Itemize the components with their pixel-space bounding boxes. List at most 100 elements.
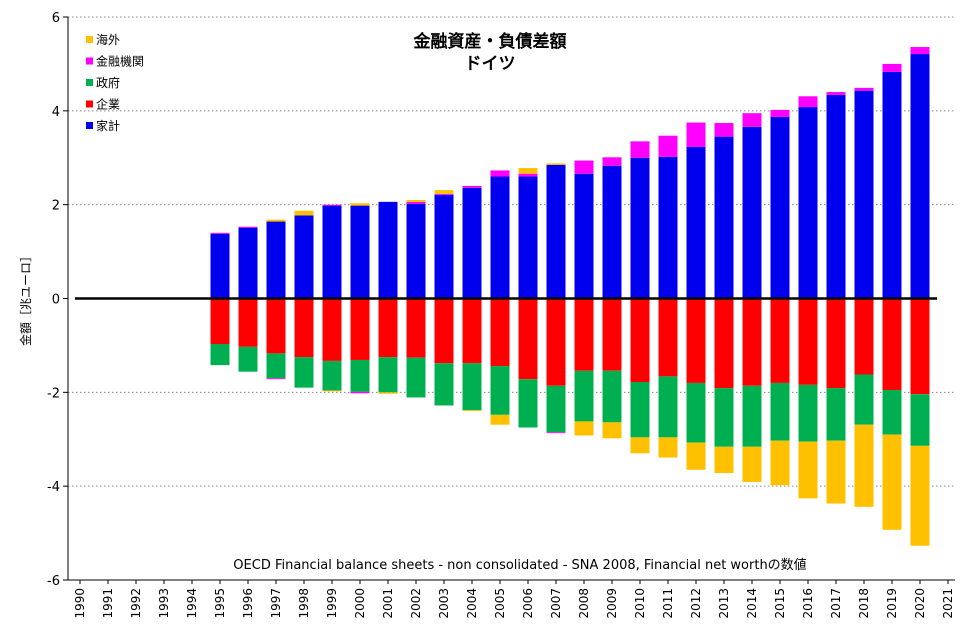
- bar-海外-2005: [490, 414, 510, 425]
- bar-政府-2009: [602, 370, 622, 423]
- bar-金融機関-2015: [770, 109, 790, 117]
- bar-政府-2011: [658, 376, 678, 438]
- bar-政府-2010: [630, 382, 650, 438]
- bar-金融機関-2016: [798, 96, 818, 108]
- x-tick-label: 2015: [773, 588, 787, 619]
- bar-海外-2002: [406, 199, 426, 202]
- bar-政府-1998: [294, 357, 314, 388]
- x-tick-label: 2013: [717, 588, 731, 619]
- bar-企業-2005: [490, 298, 510, 367]
- bar-金融機関-2018: [854, 87, 874, 91]
- bar-企業-2018: [854, 298, 874, 375]
- bar-政府-2005: [490, 366, 510, 415]
- bar-企業-1997: [266, 298, 286, 354]
- bar-企業-1998: [294, 298, 314, 358]
- bar-政府-2006: [518, 379, 538, 428]
- bar-政府-2014: [742, 385, 762, 447]
- bar-家計-2004: [462, 187, 482, 299]
- bar-家計-2010: [630, 157, 650, 299]
- bar-企業-2017: [826, 298, 846, 389]
- bar-海外-2001: [378, 392, 398, 394]
- bar-家計-2014: [742, 126, 762, 299]
- bar-金融機関-2006: [518, 173, 538, 177]
- bar-家計-1998: [294, 215, 314, 299]
- bar-政府-2013: [714, 388, 734, 447]
- x-tick-label: 1997: [269, 588, 283, 619]
- legend-label: 金融機関: [96, 54, 144, 69]
- x-tick-label: 2010: [633, 588, 647, 619]
- x-tick-label: 1993: [157, 588, 171, 619]
- bar-政府-1997: [266, 353, 286, 379]
- bar-家計-2019: [882, 71, 902, 299]
- bar-金融機関-1997: [266, 378, 286, 380]
- gridlines: [68, 16, 955, 487]
- legend-swatch: [86, 57, 93, 65]
- y-tick-label: -6: [47, 574, 60, 589]
- legend-swatch: [86, 36, 93, 43]
- bar-企業-2000: [350, 298, 370, 360]
- bar-政府-2004: [462, 363, 482, 411]
- bar-家計-1999: [322, 205, 342, 299]
- bar-金融機関-2008: [574, 160, 594, 174]
- bar-家計-2006: [518, 176, 538, 299]
- bar-政府-2000: [350, 359, 370, 392]
- bar-政府-2012: [686, 382, 706, 443]
- bar-金融機関-2003: [434, 193, 454, 195]
- bar-家計-2020: [910, 54, 930, 299]
- bar-家計-2009: [602, 165, 622, 299]
- bar-政府-2018: [854, 374, 874, 425]
- x-tick-label: 1991: [101, 588, 115, 619]
- bar-金融機関-2019: [882, 63, 902, 72]
- bar-金融機関-2009: [602, 157, 622, 166]
- bar-企業-1999: [322, 298, 342, 361]
- bar-金融機関-1995: [210, 232, 230, 234]
- x-tick-label: 2012: [689, 588, 703, 619]
- bar-金融機関-2004: [462, 185, 482, 188]
- bar-海外-2013: [714, 446, 734, 474]
- x-tick-label: 1994: [185, 588, 199, 619]
- bar-企業-2002: [406, 298, 426, 358]
- bar-海外-2004: [462, 410, 482, 412]
- x-tick-label: 2001: [381, 588, 395, 619]
- bar-企業-2011: [658, 298, 678, 377]
- bar-海外-1999: [322, 390, 342, 392]
- bar-家計-2017: [826, 94, 846, 299]
- bar-海外-2015: [770, 440, 790, 486]
- chart-subtitle: ドイツ: [465, 54, 516, 74]
- bar-海外-1997: [266, 219, 286, 222]
- x-tick-label: 2006: [521, 588, 535, 619]
- y-tick-label: 4: [52, 105, 60, 120]
- bar-家計-2000: [350, 205, 370, 299]
- bar-企業-2015: [770, 298, 790, 383]
- x-tick-label: 2009: [605, 588, 619, 619]
- y-tick-label: 2: [52, 199, 60, 214]
- bar-金融機関-2007: [546, 432, 566, 434]
- bar-政府-2015: [770, 382, 790, 441]
- bar-海外-2016: [798, 441, 818, 499]
- chart-title: 金融資産・負債差額: [413, 31, 567, 52]
- bar-海外-2011: [658, 437, 678, 458]
- bar-企業-2004: [462, 298, 482, 364]
- bar-政府-2007: [546, 385, 566, 433]
- bar-企業-2006: [518, 298, 538, 380]
- bar-政府-1999: [322, 360, 342, 391]
- bar-政府-1996: [238, 346, 258, 372]
- legend-swatch: [86, 122, 93, 129]
- bar-企業-2009: [602, 298, 622, 371]
- bar-家計-2011: [658, 156, 678, 299]
- bar-家計-2012: [686, 146, 706, 299]
- bar-家計-2005: [490, 176, 510, 299]
- axes: -6 -4 -2 0 2 4 6 1990 1991 1992 1993 1994 1995 1996 19…: [47, 11, 955, 619]
- x-tick-label: 2011: [661, 588, 675, 619]
- bar-海外-2010: [630, 437, 650, 454]
- bar-金融機関-2012: [686, 122, 706, 147]
- x-tick-label: 2017: [829, 588, 843, 619]
- bar-家計-2001: [378, 201, 398, 299]
- x-tick-label: 1990: [73, 588, 87, 619]
- bar-政府-2003: [434, 363, 454, 406]
- bar-企業-2012: [686, 298, 706, 383]
- bar-政府-2001: [378, 357, 398, 393]
- bar-海外-2019: [882, 434, 902, 530]
